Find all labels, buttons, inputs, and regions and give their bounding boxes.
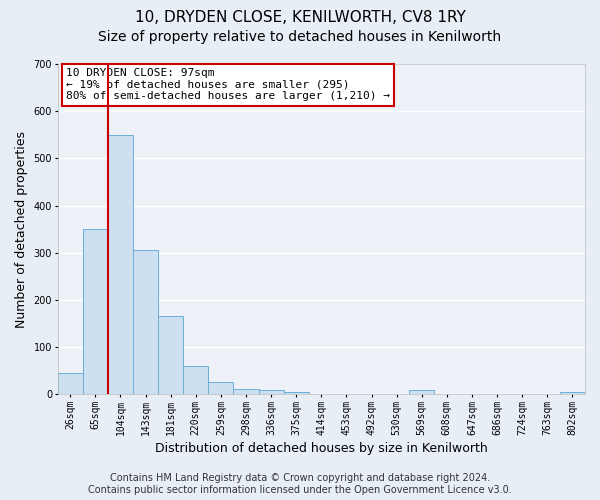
Bar bbox=[108, 135, 133, 394]
Bar bbox=[233, 388, 259, 394]
Text: 10, DRYDEN CLOSE, KENILWORTH, CV8 1RY: 10, DRYDEN CLOSE, KENILWORTH, CV8 1RY bbox=[134, 10, 466, 25]
Bar bbox=[208, 382, 233, 394]
Bar bbox=[284, 392, 309, 394]
Text: Size of property relative to detached houses in Kenilworth: Size of property relative to detached ho… bbox=[98, 30, 502, 44]
Bar bbox=[560, 392, 585, 394]
Text: Contains HM Land Registry data © Crown copyright and database right 2024.
Contai: Contains HM Land Registry data © Crown c… bbox=[88, 474, 512, 495]
Bar bbox=[83, 229, 108, 394]
Bar bbox=[183, 366, 208, 394]
Bar bbox=[158, 316, 183, 394]
Bar bbox=[409, 390, 434, 394]
Bar bbox=[133, 250, 158, 394]
Bar bbox=[58, 373, 83, 394]
Y-axis label: Number of detached properties: Number of detached properties bbox=[15, 130, 28, 328]
X-axis label: Distribution of detached houses by size in Kenilworth: Distribution of detached houses by size … bbox=[155, 442, 488, 455]
Text: 10 DRYDEN CLOSE: 97sqm
← 19% of detached houses are smaller (295)
80% of semi-de: 10 DRYDEN CLOSE: 97sqm ← 19% of detached… bbox=[66, 68, 390, 102]
Bar bbox=[259, 390, 284, 394]
